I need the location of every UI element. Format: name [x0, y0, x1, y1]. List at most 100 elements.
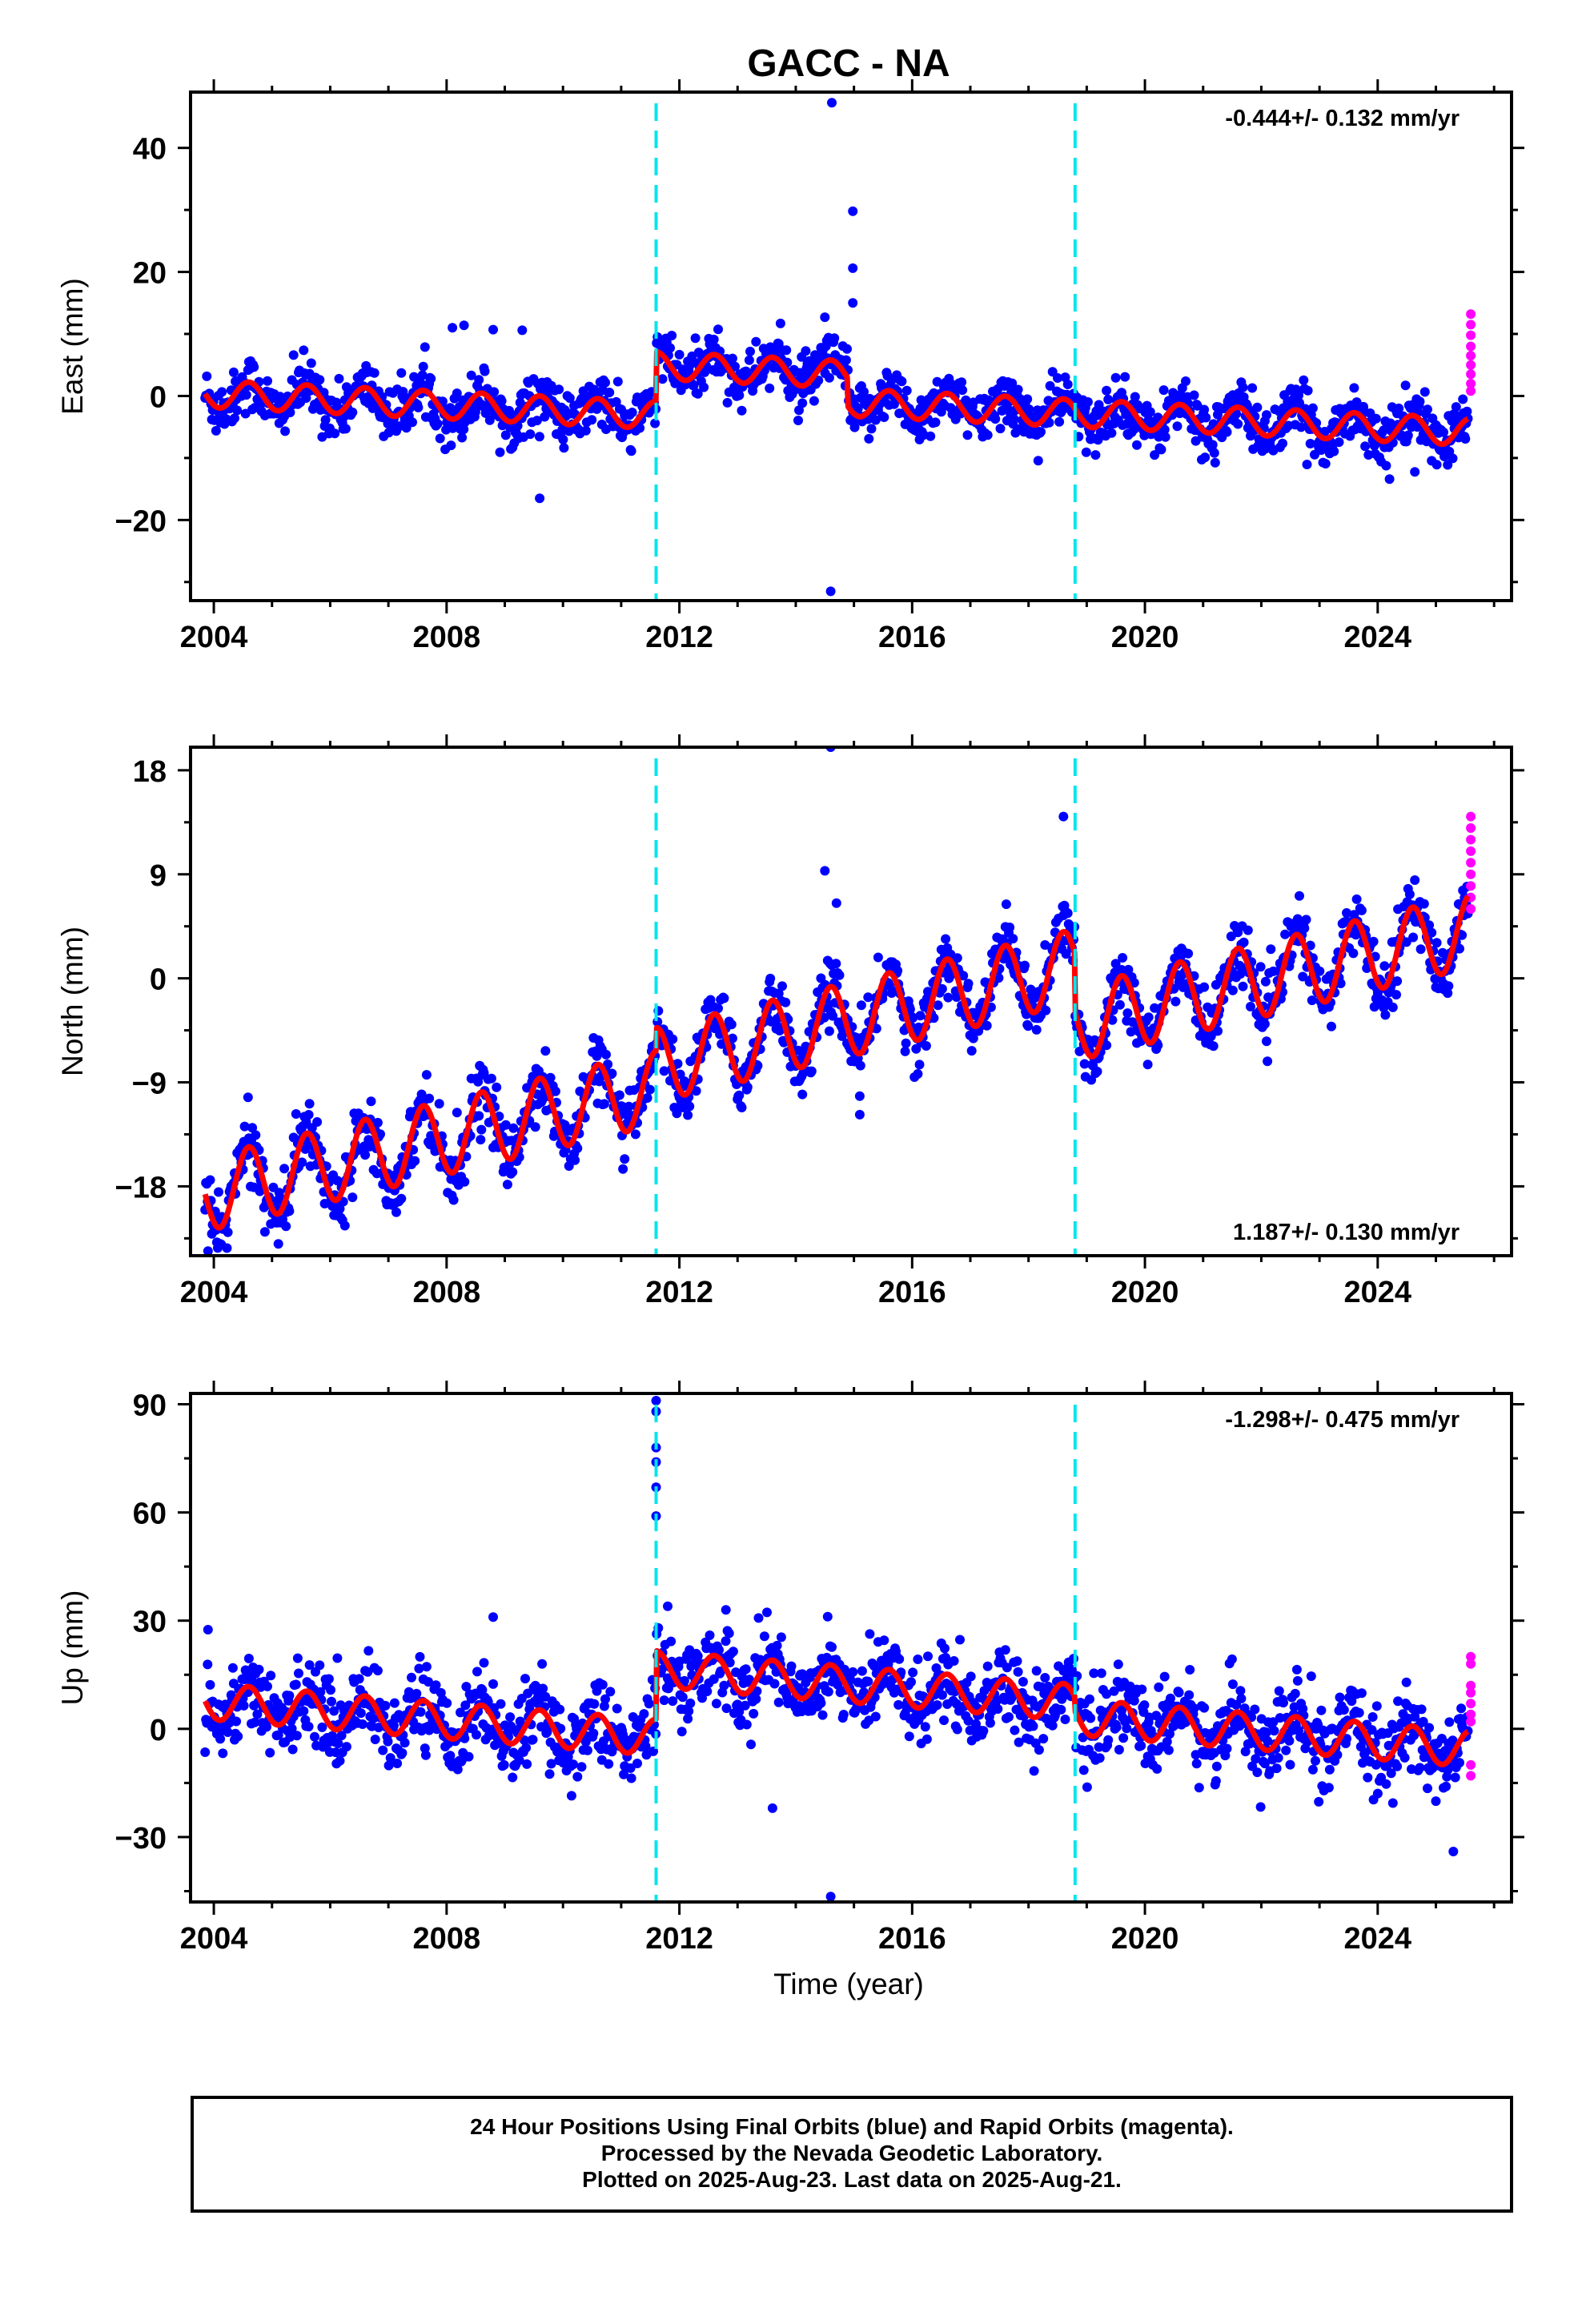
data-point: [588, 1728, 599, 1739]
data-point: [741, 1664, 751, 1675]
data-point: [644, 1699, 654, 1709]
data-point: [1295, 891, 1304, 901]
data-point: [691, 1086, 701, 1096]
data-point: [937, 1690, 947, 1700]
data-point: [673, 1059, 683, 1069]
data-point: [966, 1046, 977, 1056]
data-point: [315, 1660, 325, 1671]
data-point: [693, 1651, 703, 1661]
data-point: [546, 1759, 556, 1769]
data-point: [923, 1651, 933, 1662]
data-point: [1031, 1024, 1042, 1035]
data-point: [765, 973, 776, 983]
data-point: [392, 1759, 403, 1768]
data-point: [448, 1195, 459, 1205]
data-point: [958, 385, 968, 396]
data-point: [979, 1686, 990, 1696]
data-point: [1199, 1703, 1210, 1713]
y-tick-label: 0: [150, 963, 167, 997]
data-point: [214, 1187, 223, 1197]
data-point: [297, 1157, 307, 1168]
rapid-orbit-point: [1466, 858, 1476, 868]
data-point: [1342, 908, 1351, 918]
data-point: [990, 414, 1001, 424]
data-point: [705, 1630, 715, 1640]
x-tick-label: 2004: [180, 1276, 248, 1309]
data-point: [1029, 1766, 1039, 1776]
data-point: [604, 388, 615, 398]
data-point: [592, 1686, 602, 1696]
x-tick-label: 2024: [1344, 1922, 1412, 1956]
rapid-orbit-point: [1466, 309, 1476, 320]
data-point: [1034, 1745, 1044, 1755]
data-point: [1392, 976, 1403, 987]
data-point: [496, 396, 507, 406]
data-point: [398, 387, 408, 397]
data-point: [241, 390, 251, 400]
data-point: [625, 1763, 636, 1773]
outlier-point: [1058, 811, 1069, 822]
data-point: [1061, 949, 1071, 959]
data-point: [834, 970, 845, 980]
data-point: [762, 1607, 772, 1618]
y-tick-label: 20: [133, 257, 167, 291]
data-point: [1024, 404, 1034, 414]
data-point: [1401, 1677, 1411, 1687]
data-point: [400, 1738, 410, 1748]
data-point: [1439, 427, 1448, 437]
data-point: [1371, 1701, 1382, 1711]
data-point: [1415, 944, 1426, 955]
data-point: [873, 952, 883, 963]
data-point: [1443, 988, 1453, 999]
data-point: [1327, 1021, 1336, 1031]
data-point: [291, 1679, 301, 1690]
data-point: [505, 1712, 516, 1723]
data-point: [1200, 452, 1211, 463]
data-point: [689, 380, 699, 391]
y-tick-label: 30: [133, 1606, 167, 1639]
data-point: [480, 366, 490, 376]
data-point: [841, 355, 851, 365]
data-point: [1335, 1692, 1345, 1703]
data-point: [985, 1718, 995, 1728]
data-point: [679, 1675, 689, 1686]
chart-title: GACC - NA: [747, 42, 950, 85]
outlier-point: [203, 1625, 213, 1634]
data-point: [1137, 1684, 1147, 1695]
data-point: [1181, 376, 1191, 386]
data-point: [1238, 981, 1248, 991]
data-point: [544, 1769, 555, 1779]
data-point: [776, 1632, 786, 1642]
data-point: [442, 1698, 452, 1708]
data-point: [1263, 1056, 1273, 1067]
data-point: [1444, 1717, 1455, 1727]
data-point: [772, 1640, 782, 1651]
data-point: [230, 413, 239, 424]
data-point: [793, 416, 803, 425]
data-point: [1103, 1735, 1114, 1745]
data-point: [1360, 441, 1371, 452]
data-point: [354, 1674, 364, 1684]
data-point: [845, 1675, 856, 1685]
data-point: [383, 1736, 393, 1747]
data-point: [1028, 1721, 1038, 1731]
data-point: [734, 1090, 745, 1100]
data-point: [330, 428, 340, 439]
data-point: [211, 425, 221, 436]
data-point: [1458, 394, 1468, 404]
data-point: [749, 1708, 759, 1719]
data-point: [667, 331, 677, 340]
data-point: [1236, 1694, 1247, 1704]
data-point: [1269, 1726, 1279, 1736]
data-point: [806, 1066, 817, 1076]
final-orbit-points: [200, 1396, 1476, 1902]
data-point: [572, 1143, 583, 1153]
data-point: [532, 416, 542, 426]
data-point: [431, 1680, 441, 1691]
data-point: [900, 1046, 910, 1056]
x-tick-label: 2016: [878, 1276, 946, 1309]
data-point: [239, 1121, 250, 1132]
data-point: [1324, 1764, 1335, 1775]
data-point: [685, 1101, 695, 1112]
